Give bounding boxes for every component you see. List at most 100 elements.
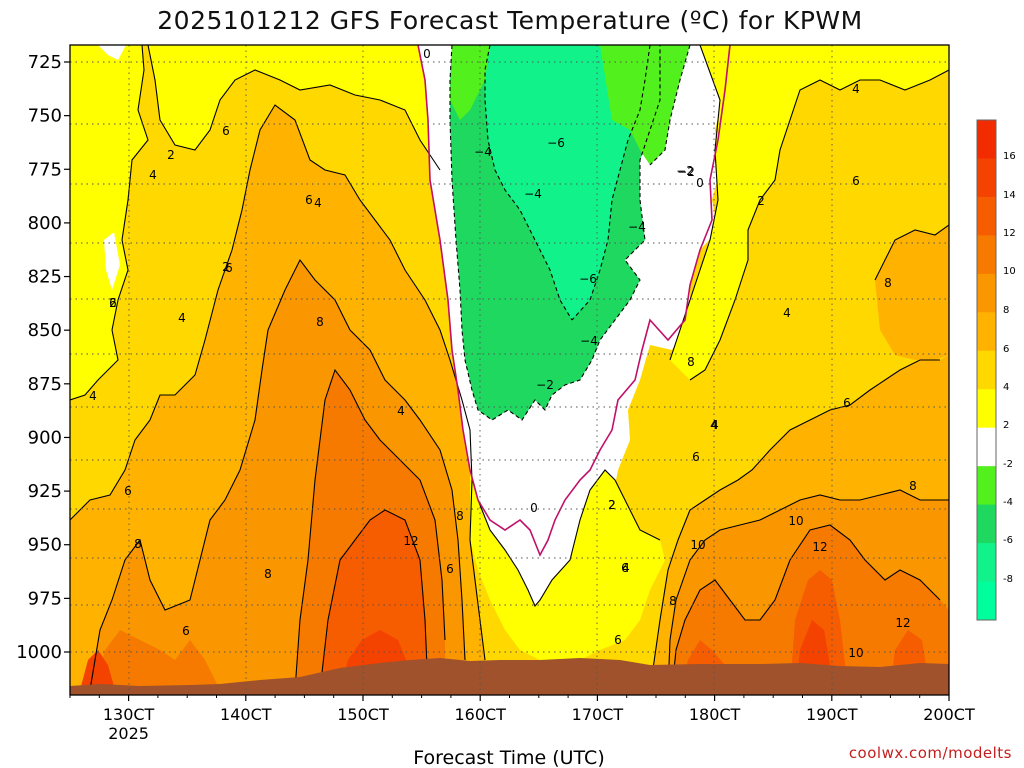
contour-labels: 0242646246684868128646−4−6−4−2−6−4−2−4−2… — [89, 47, 917, 660]
x-tick-label: 160CT — [454, 705, 506, 724]
fill-2-4-top — [148, 45, 458, 170]
y-tick-label: 875 — [28, 374, 62, 395]
colorbar-frame — [976, 119, 997, 621]
colorbar-bin — [977, 235, 996, 275]
contour-label: −6 — [547, 136, 565, 150]
colorbar-label: 4 — [1003, 382, 1009, 393]
x-tick-label: 180CT — [689, 705, 741, 724]
colorbar-label: -6 — [1003, 535, 1013, 546]
y-tick-label: 825 — [28, 267, 62, 288]
contour-label: 8 — [909, 479, 917, 493]
colorbar-bin — [977, 427, 996, 467]
contour-lines — [70, 45, 949, 691]
fill-lime-2 — [450, 45, 490, 120]
contour-label: 0 — [696, 176, 704, 190]
contour-label: 6 — [621, 561, 629, 575]
y-tick-label: 725 — [28, 52, 62, 73]
contour-label: 6 — [305, 193, 313, 207]
colorbar-label: 12 — [1003, 228, 1016, 239]
x-axis: 130CT 140CT 150CT 160CT 170CT 180CT 190CT 200CT… — [69, 695, 975, 743]
fill-white-left — [98, 45, 126, 60]
grid-lines — [70, 45, 949, 695]
colorbar-bin — [977, 389, 996, 429]
colorbar-label: -8 — [1003, 574, 1013, 585]
contour-label: 6 — [692, 450, 700, 464]
contour-label: −4 — [524, 187, 542, 201]
contour-label: −6 — [579, 272, 597, 286]
fill-cold-core — [485, 45, 650, 320]
contour-label: 4 — [397, 404, 405, 418]
colorbar-bin — [977, 158, 996, 198]
contour-label: 8 — [134, 537, 142, 551]
x-axis-label: Forecast Time (UTC) — [413, 747, 604, 768]
colorbar-label: 14 — [1003, 190, 1016, 201]
colorbar-label: 2 — [1003, 420, 1009, 431]
contour-label: 12 — [812, 540, 827, 554]
y-tick-label: 1000 — [16, 642, 62, 663]
contour-label: 0 — [530, 501, 538, 515]
contour-label: 2 — [167, 148, 175, 162]
y-tick-label: 900 — [28, 427, 62, 448]
contour-label: 4 — [711, 418, 719, 432]
fill-2-4-left — [70, 45, 148, 400]
plot-area — [70, 45, 949, 695]
contour-label: −4 — [628, 220, 646, 234]
fill-2-4-trough — [470, 470, 665, 660]
y-axis: 725 750 775 800 825 850 875 900 925 950 975 1000 — [16, 52, 70, 663]
contour-label: 10 — [848, 646, 863, 660]
contour-label: 2 — [608, 498, 616, 512]
contour-label: 6 — [182, 624, 190, 638]
contour-label: 6 — [446, 562, 454, 576]
contour-label: 10 — [690, 538, 705, 552]
contour-label: 8 — [884, 276, 892, 290]
colorbar-label: -4 — [1003, 497, 1013, 508]
contour-label: 6 — [109, 296, 117, 310]
x-tick-label: 140CT — [220, 705, 272, 724]
colorbar-bin — [977, 196, 996, 236]
y-tick-label: 975 — [28, 588, 62, 609]
colorbar-label: -2 — [1003, 459, 1013, 470]
contour-label: 2 — [222, 260, 230, 274]
fill-10-12 — [95, 630, 220, 690]
contour-label: 4 — [178, 311, 186, 325]
colorbar-label: 6 — [1003, 344, 1009, 355]
contour-label: 12 — [403, 534, 418, 548]
x-tick-label: 190CT — [806, 705, 858, 724]
y-tick-label: 750 — [28, 106, 62, 127]
x-tick-label: 200CT — [923, 705, 975, 724]
contour-label: 8 — [264, 567, 272, 581]
zero-isotherm — [417, 45, 731, 557]
chart-title: 2025101212 GFS Forecast Temperature (ºC)… — [157, 6, 862, 35]
contour-label: −2 — [677, 165, 695, 179]
y-tick-label: 950 — [28, 535, 62, 556]
x-tick-label: 130CT — [103, 705, 155, 724]
contour-label: 4 — [852, 82, 860, 96]
credit-link[interactable]: coolwx.com/modelts — [849, 744, 1012, 762]
contour-label: 0 — [423, 47, 431, 61]
fill-14-16-a — [80, 650, 115, 690]
colorbar-bin — [977, 581, 996, 621]
contour-label: 2 — [109, 296, 117, 310]
colorbar-bin — [977, 543, 996, 583]
fill-white-left2 — [104, 232, 120, 290]
colorbar: 16 14 12 10 8 6 4 2 -2 -4 -6 -8 — [976, 119, 1016, 621]
contour-label: 8 — [669, 594, 677, 608]
fill-6-8-right-top — [875, 225, 949, 360]
fill-12-14 — [320, 510, 428, 690]
contour-label: 6 — [614, 633, 622, 647]
contour-label: 8 — [687, 355, 695, 369]
colorbar-label: 16 — [1003, 151, 1016, 162]
contour-label: 4 — [89, 389, 97, 403]
contour-label: 6 — [124, 484, 132, 498]
contour-label: −2 — [676, 164, 694, 178]
contour-label: −4 — [580, 334, 598, 348]
colorbar-bin — [977, 350, 996, 390]
y-tick-label: 800 — [28, 213, 62, 234]
colorbar-bin — [977, 120, 996, 159]
contour-label: 4 — [314, 196, 322, 210]
contour-label: 6 — [852, 174, 860, 188]
contour-label: 2 — [757, 194, 765, 208]
contour-label: 6 — [843, 396, 851, 410]
colorbar-bin — [977, 466, 996, 506]
